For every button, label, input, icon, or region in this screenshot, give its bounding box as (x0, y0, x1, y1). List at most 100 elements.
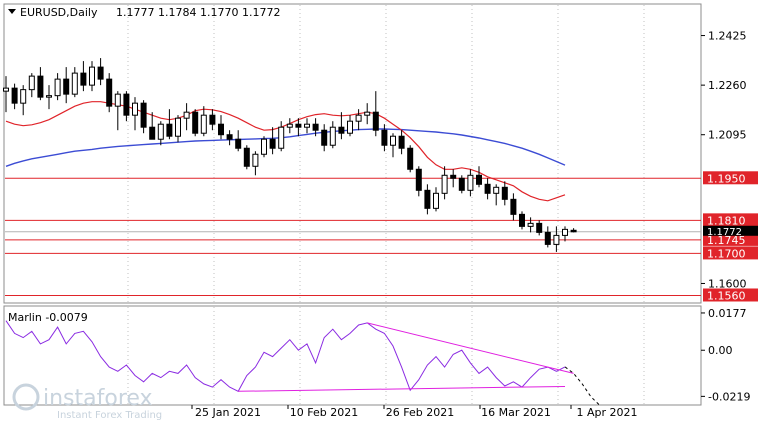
watermark-logo-icon (12, 383, 40, 411)
candle-body (243, 147, 250, 167)
watermark: instaforex Instant Forex Trading (12, 383, 162, 421)
candle-body (424, 189, 431, 209)
marlin-indicator (5, 320, 600, 406)
y-tick-label: 1.2095 (708, 129, 747, 142)
candle-body (441, 174, 448, 194)
dropdown-triangle-icon[interactable] (8, 9, 16, 14)
watermark-tagline: Instant Forex Trading (57, 410, 162, 421)
candle-body (493, 186, 500, 194)
candle-body (458, 177, 465, 191)
marlin-line (5, 320, 566, 392)
candle-body (218, 123, 224, 136)
candle-body (364, 111, 371, 116)
ma-blue-line (5, 128, 566, 167)
chart-symbol: EURUSD,Daily (20, 6, 98, 19)
candle-body (175, 117, 181, 137)
candle-body (338, 126, 345, 134)
x-tick-label: 16 Mar 2021 (481, 406, 551, 419)
level-price-label: 1.1700 (707, 247, 746, 260)
marlin-tick-label: -0.0219 (708, 390, 750, 403)
current-price-box (703, 225, 758, 236)
level-price-label: 1.1950 (707, 172, 746, 185)
candle-body (261, 138, 267, 155)
price-panel (3, 3, 702, 304)
x-tick-label: 10 Feb 2021 (290, 406, 358, 419)
candle-body (355, 114, 362, 122)
candle-body (544, 231, 551, 245)
candle-body (278, 126, 285, 149)
level-price-label: 1.1560 (707, 289, 746, 302)
candle-body (80, 72, 87, 86)
candle-body (407, 147, 414, 170)
candle-body (37, 75, 44, 98)
candle-body (149, 126, 156, 140)
candle-body (166, 123, 173, 137)
grid (127, 5, 645, 404)
y-tick-label: 1.1600 (708, 277, 747, 290)
level-price-box (703, 246, 758, 260)
candle-body (519, 213, 525, 227)
candle-body (132, 102, 138, 116)
candle-body (433, 192, 439, 209)
marlin-projection (564, 366, 600, 406)
candle-body (106, 78, 113, 107)
candle-body (553, 234, 560, 245)
candle-body (54, 78, 61, 97)
candle-body (140, 102, 147, 128)
level-price-box (703, 213, 758, 227)
candle-body (71, 72, 78, 95)
candle-body (11, 87, 18, 104)
candle-body (329, 126, 336, 146)
candles (3, 58, 577, 252)
candle-body (226, 134, 233, 140)
candle-body (20, 89, 27, 104)
candle-body (192, 111, 199, 134)
candle-body (536, 222, 543, 233)
candle-body (269, 138, 276, 149)
candle-body (295, 123, 302, 128)
ohlc-readout: 1.1777 1.1784 1.1770 1.1772 (116, 6, 280, 19)
marlin-tick-label: 0.00 (708, 344, 733, 357)
candle-body (381, 129, 388, 146)
candle-body (562, 228, 568, 236)
candle-body (450, 174, 457, 179)
candle-body (28, 75, 35, 91)
level-price-box (703, 232, 758, 246)
marlin-tick-label: 0.0177 (708, 307, 747, 320)
candle-body (157, 123, 164, 140)
x-tick-label: 1 Apr 2021 (576, 406, 637, 419)
candle-body (123, 93, 130, 116)
candle-body (46, 95, 52, 98)
y-tick-label: 1.2260 (708, 79, 747, 92)
marlin-trendline (238, 385, 566, 392)
marlin-label: Marlin -0.0079 (8, 311, 88, 324)
current-price-label: 1.1772 (707, 227, 742, 238)
candle-body (200, 114, 207, 134)
candle-body (570, 229, 577, 233)
candle-body (89, 66, 95, 86)
candle-body (97, 66, 104, 80)
candle-body (415, 168, 422, 191)
level-price-label: 1.1810 (707, 214, 746, 227)
candle-body (183, 111, 190, 119)
candle-body (209, 114, 216, 125)
candle-body (372, 111, 379, 131)
candle-body (63, 78, 70, 95)
candle-body (527, 222, 534, 227)
marlin-panel (3, 305, 702, 406)
candle-body (510, 198, 517, 215)
candle-body (467, 174, 474, 191)
candle-body (235, 138, 242, 149)
ma-red-line (5, 101, 566, 202)
candle-body (398, 135, 405, 149)
candle-body (252, 153, 259, 167)
x-tick-label: 25 Jan 2021 (195, 406, 261, 419)
candle-body (476, 174, 482, 185)
candle-body (3, 87, 9, 92)
level-price-box (703, 171, 758, 185)
candle-body (501, 186, 508, 200)
candle-body (312, 123, 319, 131)
level-price-box (703, 288, 758, 302)
